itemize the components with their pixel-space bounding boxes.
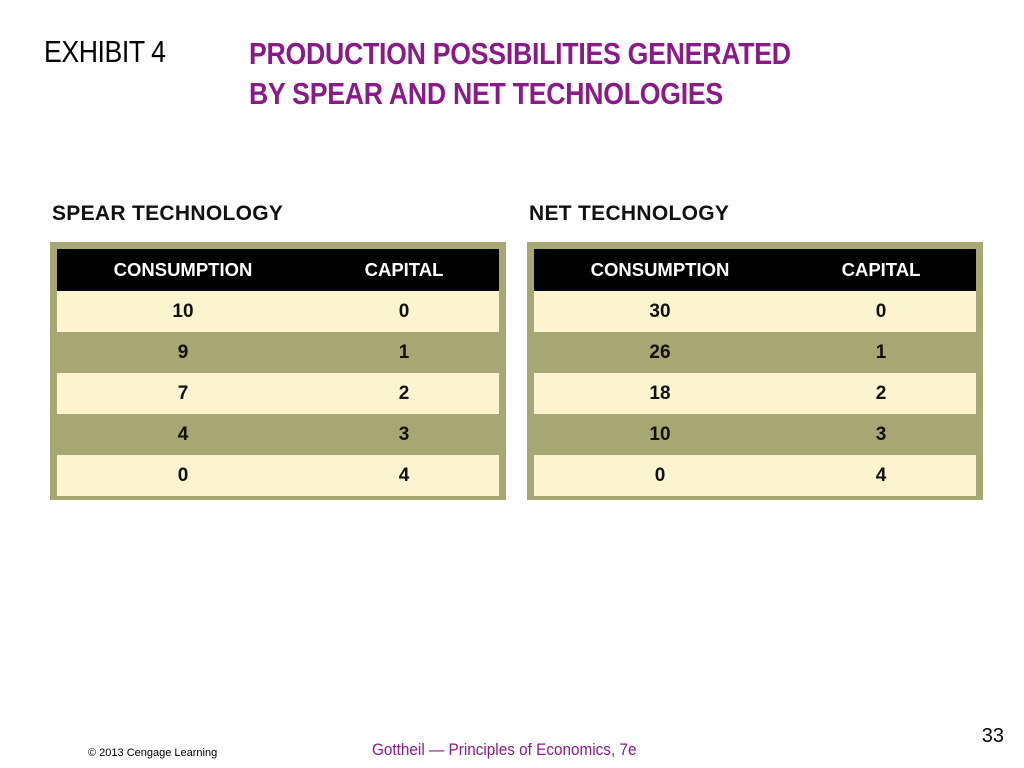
column-header-capital: CAPITAL [364, 259, 444, 280]
consumption-cell: 18 [649, 382, 671, 404]
net-table: CONSUMPTION CAPITAL 30 0 26 1 18 2 10 3 … [527, 242, 983, 500]
column-header-capital: CAPITAL [841, 259, 921, 280]
consumption-cell: 26 [649, 341, 671, 363]
consumption-cell: 0 [654, 464, 666, 486]
capital-cell: 3 [875, 423, 887, 445]
consumption-cell: 9 [177, 341, 189, 363]
capital-cell: 1 [875, 341, 887, 363]
exhibit-label: EXHIBIT 4 [44, 34, 166, 69]
table-row: 0 4 [57, 455, 499, 496]
capital-cell: 2 [398, 382, 410, 404]
title-line-2: BY SPEAR AND NET TECHNOLOGIES [249, 76, 723, 111]
table-row: 4 3 [57, 414, 499, 455]
table-header-row: CONSUMPTION CAPITAL [534, 249, 976, 291]
column-header-consumption: CONSUMPTION [590, 259, 730, 280]
table-header-row: CONSUMPTION CAPITAL [57, 249, 499, 291]
table-row: 0 4 [534, 455, 976, 496]
capital-cell: 0 [875, 300, 887, 322]
table-row: 9 1 [57, 332, 499, 373]
capital-cell: 3 [398, 423, 410, 445]
table-row: 30 0 [534, 291, 976, 332]
table-row: 18 2 [534, 373, 976, 414]
capital-cell: 4 [398, 464, 410, 486]
table-row: 10 3 [534, 414, 976, 455]
table-row: 26 1 [534, 332, 976, 373]
copyright-notice: © 2013 Cengage Learning [88, 747, 218, 759]
consumption-cell: 7 [177, 382, 189, 404]
capital-cell: 4 [875, 464, 887, 486]
consumption-cell: 30 [649, 300, 671, 322]
spear-table: CONSUMPTION CAPITAL 10 0 9 1 7 2 4 3 0 4 [50, 242, 506, 500]
book-citation: Gottheil — Principles of Economics, 7e [372, 740, 637, 759]
spear-table-label: SPEAR TECHNOLOGY [52, 202, 284, 225]
net-table-label: NET TECHNOLOGY [529, 202, 730, 225]
page-number: 33 [981, 725, 1004, 747]
table-row: 10 0 [57, 291, 499, 332]
consumption-cell: 4 [177, 423, 189, 445]
table-row: 7 2 [57, 373, 499, 414]
capital-cell: 2 [875, 382, 887, 404]
slide-title: PRODUCTION POSSIBILITIES GENERATED BY SP… [249, 34, 791, 114]
consumption-cell: 10 [172, 300, 194, 322]
capital-cell: 0 [398, 300, 410, 322]
title-line-1: PRODUCTION POSSIBILITIES GENERATED [249, 36, 791, 71]
consumption-cell: 10 [649, 423, 671, 445]
capital-cell: 1 [398, 341, 410, 363]
column-header-consumption: CONSUMPTION [113, 259, 253, 280]
consumption-cell: 0 [177, 464, 189, 486]
